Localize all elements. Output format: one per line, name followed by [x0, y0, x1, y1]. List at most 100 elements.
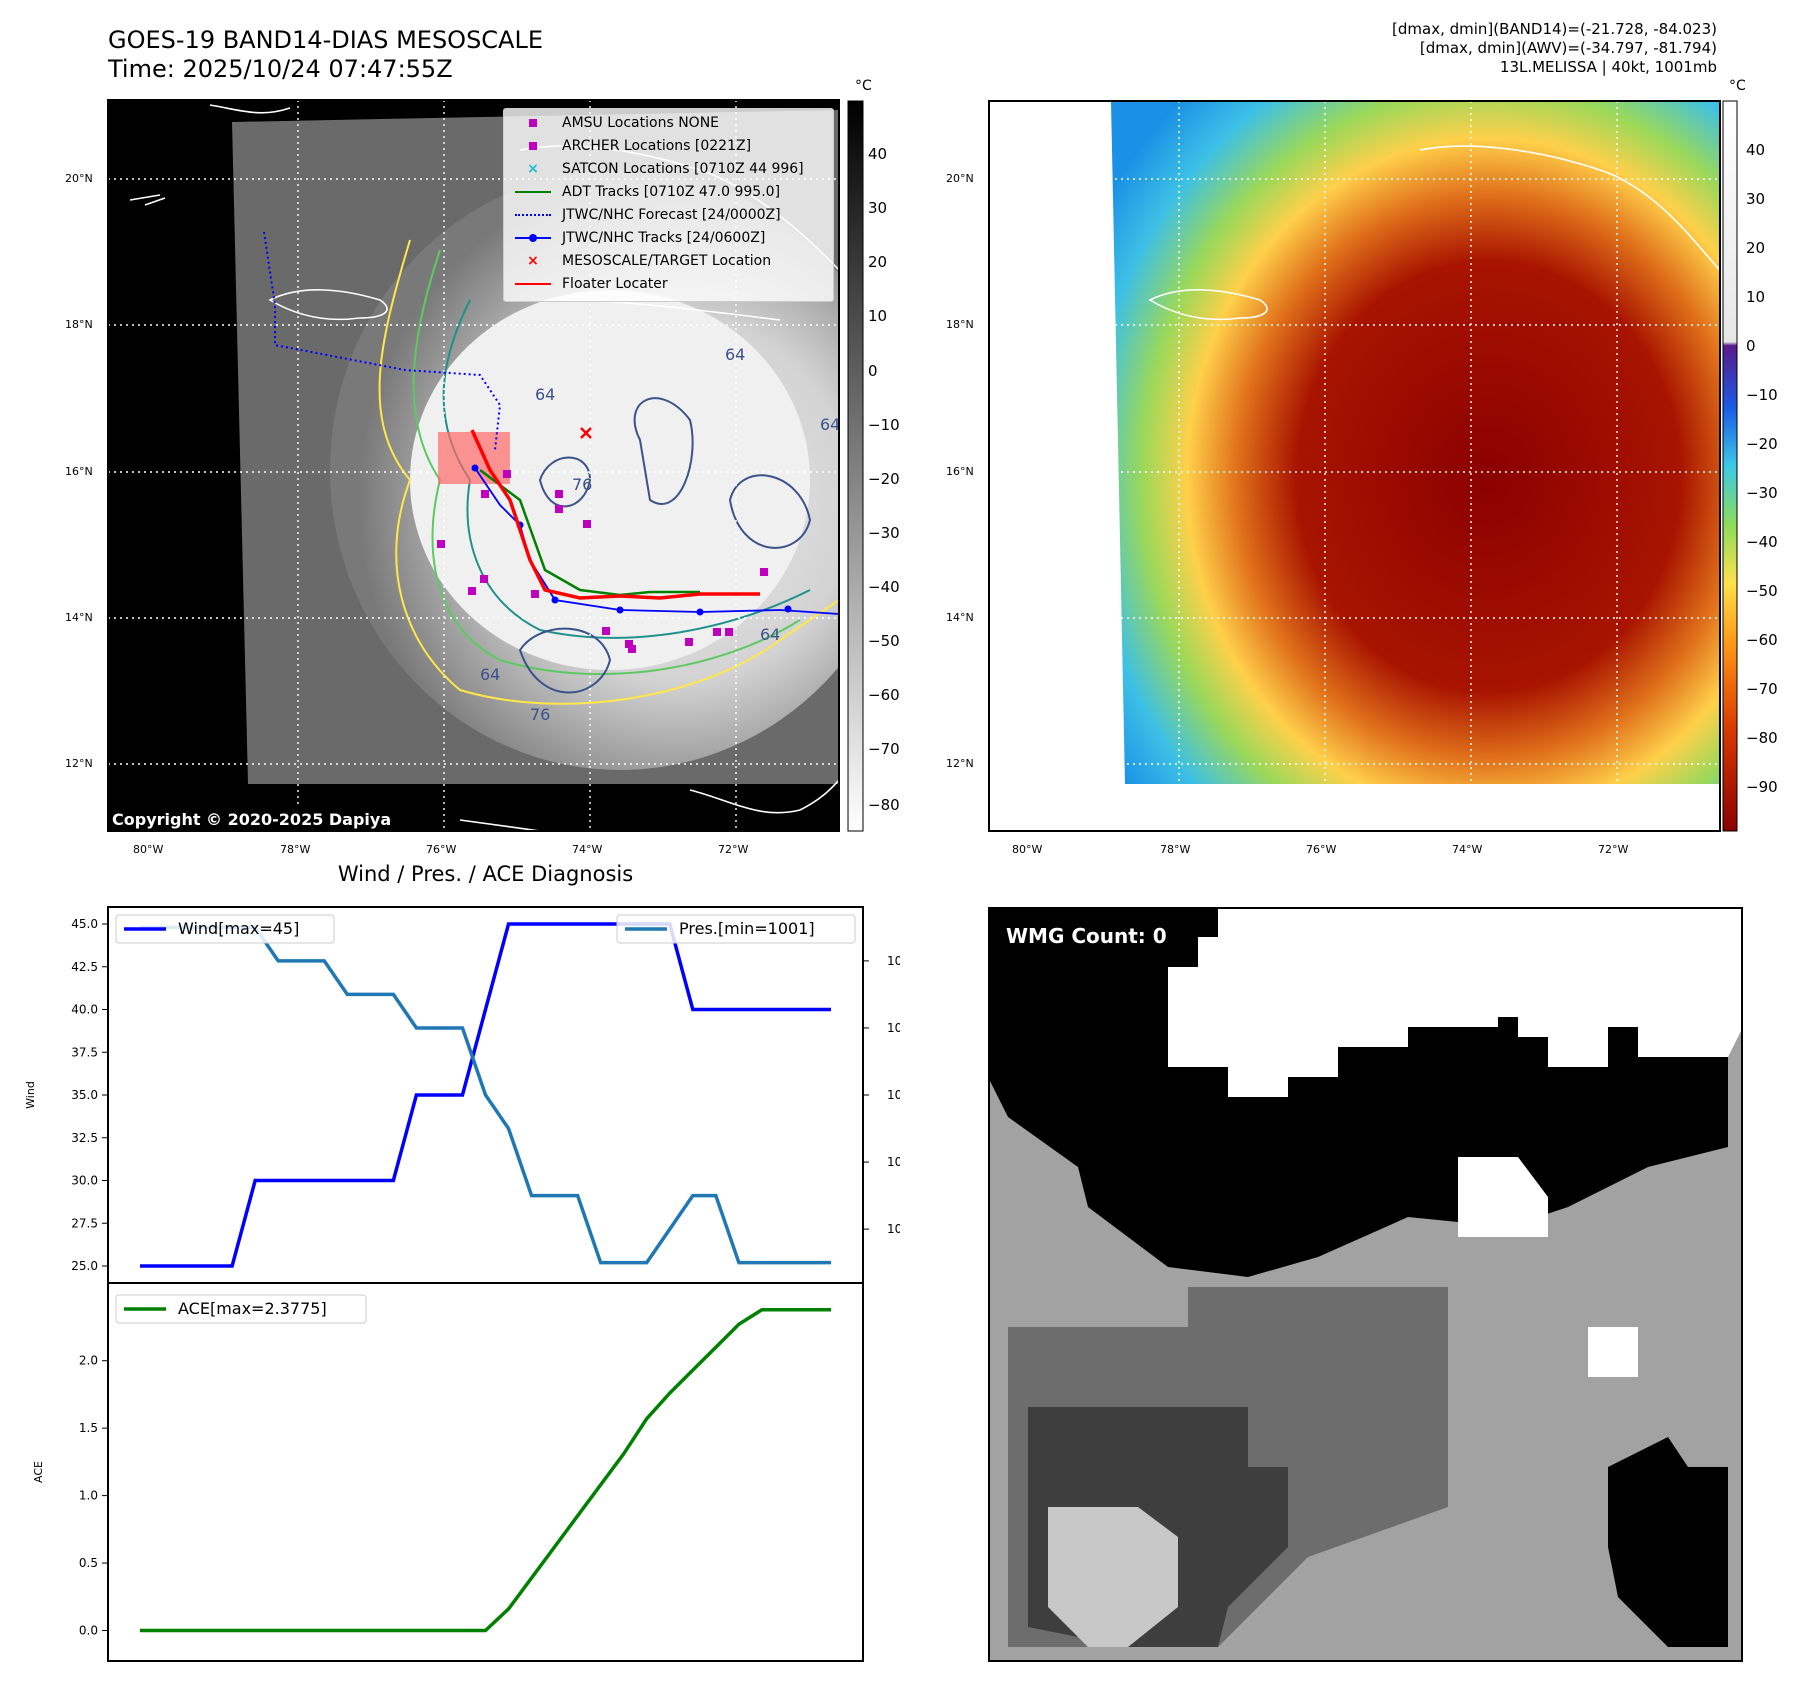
colorbar-tick: −40 — [1746, 533, 1778, 551]
wmg-count-label: WMG Count: 0 — [1006, 924, 1167, 948]
left-map-legend: AMSU Locations NONE ARCHER Locations [02… — [503, 108, 834, 302]
jtwc-track-point — [616, 606, 624, 614]
y-tick-label: 25.0 — [71, 1259, 98, 1273]
copyright-text: Copyright © 2020-2025 Dapiya — [112, 810, 392, 829]
colorbar-tick: 10 — [1746, 288, 1766, 306]
lon-tick-label: 78°W — [280, 843, 311, 856]
legend-item-adt: ADT Tracks [0710Z 47.0 995.0] — [504, 180, 833, 203]
contour-navy-3 — [518, 627, 612, 694]
colorbar-tick: −20 — [868, 470, 900, 488]
y-tick-label: 37.5 — [71, 1045, 98, 1059]
line-dot-icon — [512, 233, 554, 242]
contour-label: 64 — [480, 665, 500, 684]
colorbar-tick: −80 — [1746, 729, 1778, 747]
floater-box — [438, 432, 510, 484]
ace-axis-label: ACE — [32, 1461, 45, 1483]
jtwc-track-point — [696, 608, 704, 616]
coastline-jamaica — [268, 289, 388, 321]
line-marker-icon — [512, 190, 554, 193]
y-tick-label: 35.0 — [71, 1088, 98, 1102]
pressure-legend-box — [616, 914, 856, 944]
left-colorbar — [847, 100, 864, 832]
info-line-1: [dmax, dmin](BAND14)=(-21.728, -84.023) — [1392, 20, 1717, 38]
legend-item-satcon: × SATCON Locations [0710Z 44 996] — [504, 157, 833, 180]
y-right-tick-label: 1008 — [887, 1021, 900, 1035]
ace-panel-frame — [107, 1282, 864, 1662]
contour-label: 64 — [820, 415, 840, 434]
legend-item-floater: Floater Locater — [504, 272, 833, 295]
info-block: [dmax, dmin](BAND14)=(-21.728, -84.023) … — [1392, 20, 1717, 77]
contour-navy-2 — [728, 474, 812, 549]
contour-label: 64 — [535, 385, 555, 404]
x-marker-icon: × — [527, 160, 539, 177]
ace-y-tick-label: 0.0 — [79, 1624, 98, 1638]
wmg-black-corner — [1608, 1437, 1728, 1647]
y-tick-label: 30.0 — [71, 1174, 98, 1188]
wind-series-line — [140, 922, 831, 1268]
colorbar-tick: −30 — [1746, 484, 1778, 502]
colorbar-tick: 40 — [1746, 141, 1766, 159]
jtwc-forecast-track — [263, 231, 502, 451]
diagnosis-chart: 25.0 27.5 30.0 32.5 35.0 37.5 40.0 42.5 45.0 1002… — [24, 906, 900, 1662]
figure-title: GOES-19 BAND14-DIAS MESOSCALE Time: 2025/… — [108, 26, 543, 84]
dotted-line-icon — [512, 213, 554, 216]
colorbar-tick: −90 — [1746, 778, 1778, 796]
ace-y-tick-label: 1.0 — [79, 1489, 98, 1503]
legend-item-target: × MESOSCALE/TARGET Location — [504, 249, 833, 272]
colorbar-tick: 0 — [1746, 337, 1756, 355]
y-right-tick-label: 1004 — [887, 1155, 900, 1169]
right-colorbar-unit: °C — [1729, 78, 1746, 94]
colorbar-tick: 20 — [1746, 239, 1766, 257]
lat-tick-label: 14°N — [946, 611, 974, 624]
lat-tick-label: 12°N — [65, 757, 93, 770]
lat-tick-label: 12°N — [946, 757, 974, 770]
colorbar-tick: 40 — [868, 145, 888, 163]
wmg-white-patch-1 — [1458, 1157, 1548, 1237]
lon-tick-label: 72°W — [718, 843, 749, 856]
y-right-tick-label: 1006 — [887, 1088, 900, 1102]
wind-axis-label: Wind — [24, 1081, 37, 1109]
right-colorbar — [1722, 100, 1738, 832]
right-map-panel — [988, 100, 1738, 832]
left-colorbar-unit: °C — [855, 78, 872, 94]
colorbar-tick: 20 — [868, 253, 888, 271]
legend-item-amsu: AMSU Locations NONE — [504, 111, 833, 134]
ace-legend-text: ACE[max=2.3775] — [178, 1299, 327, 1318]
lat-tick-label: 18°N — [946, 318, 974, 331]
legend-item-jtwc: JTWC/NHC Tracks [24/0600Z] — [504, 226, 833, 249]
lon-tick-label: 76°W — [1306, 843, 1337, 856]
y-right-tick-label: 1002 — [887, 1222, 900, 1236]
right-map-gridlines — [989, 101, 1720, 831]
lon-tick-label: 80°W — [1012, 843, 1043, 856]
target-marker — [580, 427, 592, 439]
pressure-legend-text: Pres.[min=1001] — [679, 919, 815, 938]
left-map-frame — [107, 99, 840, 832]
adt-track — [479, 469, 700, 597]
right-coastline-hispaniola — [1419, 145, 1720, 271]
colorbar-tick: −60 — [1746, 631, 1778, 649]
wmg-frame — [988, 907, 1743, 1662]
info-line-3: 13L.MELISSA | 40kt, 1001mb — [1499, 58, 1717, 76]
right-coastline-jamaica — [1148, 289, 1268, 321]
colorbar-tick: −80 — [868, 796, 900, 814]
colorbar-tick: −70 — [868, 740, 900, 758]
y-tick-label: 27.5 — [71, 1216, 98, 1230]
y-tick-label: 32.5 — [71, 1131, 98, 1145]
lat-tick-label: 16°N — [946, 465, 974, 478]
left-map-cloud-core — [410, 290, 810, 670]
y-tick-label: 45.0 — [71, 917, 98, 931]
contour-label: 76 — [572, 475, 592, 494]
lon-tick-label: 74°W — [572, 843, 603, 856]
lat-tick-label: 20°N — [65, 172, 93, 185]
jtwc-track-point — [784, 605, 792, 613]
floater-track — [470, 429, 760, 600]
square-marker-icon — [512, 141, 554, 150]
lon-tick-label: 72°W — [1598, 843, 1629, 856]
wind-legend-text: Wind[max=45] — [178, 919, 299, 938]
wmg-black-region — [988, 907, 1728, 1277]
contour-navy-1 — [633, 397, 694, 505]
colorbar-tick: −30 — [868, 524, 900, 542]
archer-markers — [437, 470, 768, 653]
wind-legend-box — [115, 914, 335, 944]
